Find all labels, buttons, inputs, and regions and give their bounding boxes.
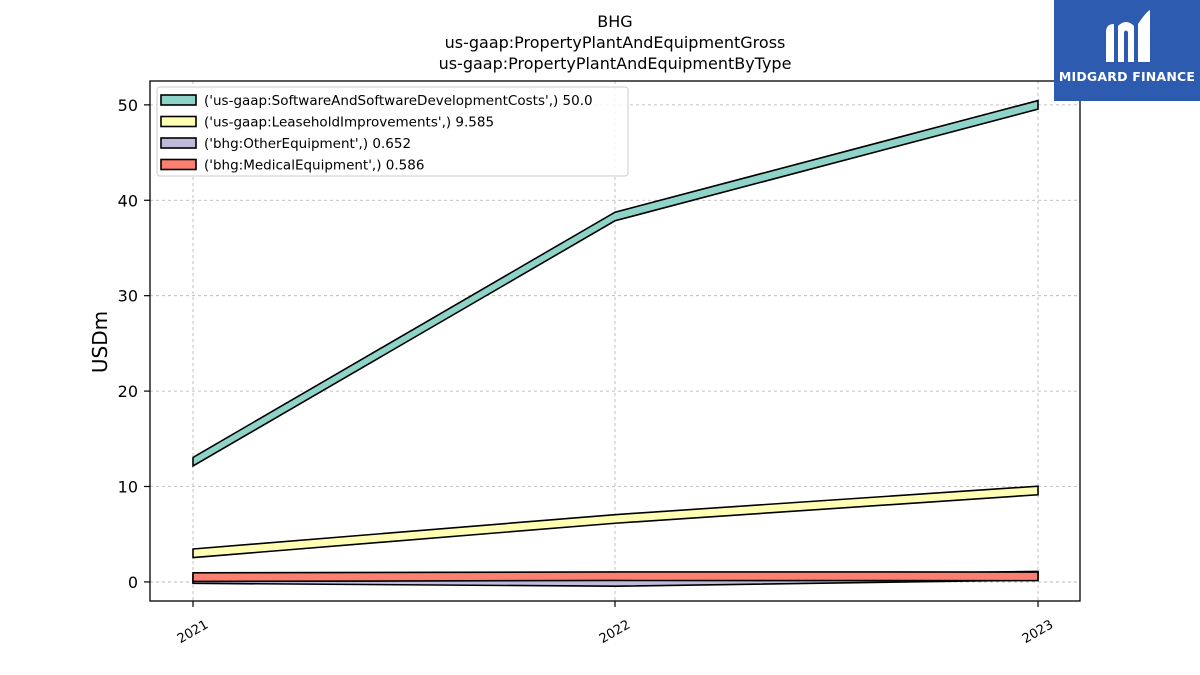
y-tick-label: 20 — [118, 382, 138, 401]
y-tick-label: 30 — [118, 287, 138, 306]
legend-entry: ('bhg:MedicalEquipment',) 0.586 — [204, 158, 424, 174]
y-tick-label: 10 — [118, 478, 138, 497]
logo-mark-icon — [1106, 10, 1150, 62]
x-axis: 2021 2022 2023 — [175, 601, 1056, 647]
chart-title-line: BHG — [597, 12, 632, 31]
legend-swatch — [160, 115, 197, 128]
y-axis-label: USDm — [88, 311, 112, 373]
y-axis: 0 10 20 30 40 50 — [118, 96, 150, 592]
legend-swatch — [160, 137, 197, 149]
logo-text: MIDGARD FINANCE — [1058, 69, 1196, 84]
legend-entry: ('us-gaap:LeaseholdImprovements',) 9.585 — [204, 115, 494, 131]
series-band-3 — [192, 571, 1039, 583]
chart-title: BHG us-gaap:PropertyPlantAndEquipmentGros… — [439, 12, 792, 73]
legend: ('us-gaap:SoftwareAndSoftwareDevelopment… — [156, 86, 629, 177]
legend-entry: ('us-gaap:SoftwareAndSoftwareDevelopment… — [204, 93, 593, 109]
series-band-0 — [192, 99, 1039, 468]
x-tick-label: 2022 — [597, 617, 633, 647]
midgard-finance-logo: MIDGARD FINANCE — [1054, 0, 1200, 101]
x-tick-label: 2021 — [175, 617, 211, 647]
legend-box — [156, 86, 629, 177]
series-layer — [192, 99, 1039, 588]
legend-swatch — [160, 94, 197, 106]
y-tick-label: 40 — [118, 191, 138, 210]
chart-title-line: us-gaap:PropertyPlantAndEquipmentByType — [439, 54, 792, 73]
x-tick-label: 2023 — [1020, 617, 1056, 647]
chart-title-line: us-gaap:PropertyPlantAndEquipmentGross — [445, 33, 786, 52]
y-tick-label: 0 — [128, 573, 138, 592]
legend-swatch — [160, 158, 197, 171]
legend-entry: ('bhg:OtherEquipment',) 0.652 — [204, 136, 411, 152]
y-tick-label: 50 — [118, 96, 138, 115]
series-band-1 — [192, 485, 1039, 559]
